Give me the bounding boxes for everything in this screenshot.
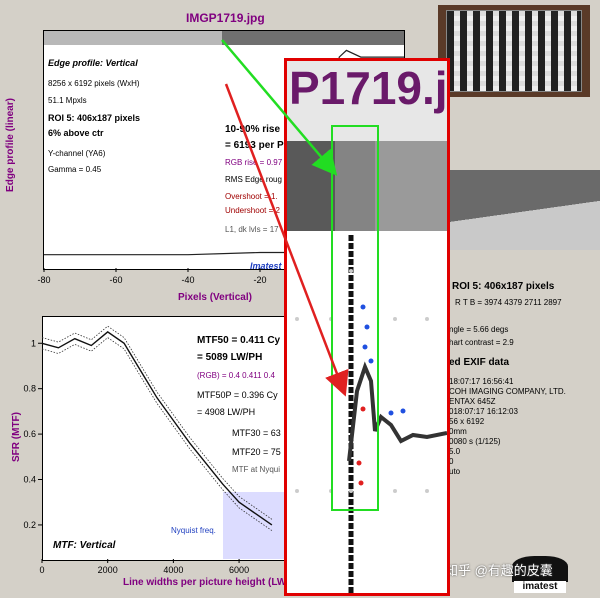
mtf-x-tick-label: 4000 [163, 565, 183, 575]
edge-pixels: 8256 x 6192 pixels (WxH) [48, 79, 140, 88]
edge-gamma: Gamma = 0.45 [48, 165, 102, 174]
exif-line: uto [449, 467, 461, 476]
zoom-profile-line [347, 361, 447, 462]
nyquist-region [223, 492, 285, 559]
edge-grey-strip [44, 31, 222, 45]
zoom-title-area [287, 61, 447, 141]
red-arrow [224, 83, 349, 397]
edge-x-tick-label: -80 [37, 275, 50, 285]
chart-thumbnail [438, 5, 590, 97]
right-roi: ROI 5: 406x187 pixels [452, 281, 555, 292]
mtf-y-tick-label: 0.4 [23, 475, 36, 485]
exif-line: 18:07:17 16:56:41 [449, 377, 514, 386]
mtf-x-tick-label: 0 [39, 565, 44, 575]
edge-rgb-rise: RGB rise = 0.97 [225, 158, 283, 167]
mtf-nyquist-label: Nyquist freq. [171, 526, 216, 535]
edge-x-tick-label: -40 [181, 275, 194, 285]
mtf-x-tick-label: 6000 [229, 565, 249, 575]
mtf-x-tick-label: 2000 [98, 565, 118, 575]
exif-line: COH IMAGING COMPANY, LTD. [449, 387, 566, 396]
zoom-profile [295, 235, 447, 593]
mtf-y-tick-label: 1 [31, 338, 36, 348]
mtf-lwph: = 5089 LW/PH [197, 352, 263, 363]
zoom-box: P1719.j [284, 58, 450, 596]
zoom-blue-dots [360, 304, 406, 416]
edge-rise1: 10-90% rise [225, 124, 281, 135]
mtf-upper-bound [41, 325, 273, 520]
mtf-y-tick-label: 0.2 [23, 520, 36, 530]
edge-undershoot: Undershoot = 2 [225, 206, 280, 215]
chart-target [446, 10, 582, 92]
edge-roi: ROI 5: 406x187 pixels [48, 113, 141, 123]
mtf-xlabel: Line widths per picture height (LW/PH) [123, 577, 307, 588]
zoom-title-text: P1719.j [289, 62, 448, 114]
mtf-mtf50: MTF50 = 0.411 Cy [197, 335, 281, 346]
edge-levels: L1, dk lvls = 17 [225, 225, 279, 234]
right-contrast: hart contrast = 2.9 [449, 338, 514, 347]
edge-rms: RMS Edge roug [225, 175, 282, 184]
mtf-mtf20: MTF20 = 75 [232, 447, 281, 457]
roi-image [440, 170, 600, 250]
watermark: 知乎 @有趣的皮囊 [445, 563, 553, 578]
exif-line: 5.0 [449, 447, 461, 456]
logo-graphic [512, 556, 568, 582]
mtf-y-tick-label: 0.8 [23, 384, 36, 394]
edge-mpxls: 51.1 Mpxls [48, 96, 87, 105]
mtf-rgb: (RGB) = 0.4 0.411 0.4 [197, 371, 275, 380]
mtf-y-tick-label: 0.6 [23, 429, 36, 439]
exif-line: 0080 s (1/125) [449, 437, 501, 446]
exif-line: 0mm [449, 427, 467, 436]
mtf-y-axis: 0.2 0.4 0.6 0.8 1 [23, 338, 42, 530]
edge-overshoot: Overshoot = 1. [225, 192, 278, 201]
edge-dark-strip [222, 31, 404, 45]
edge-xlabel: Pixels (Vertical) [178, 292, 252, 303]
mtf-lwph2: = 4908 LW/PH [197, 407, 256, 417]
mtf-heading: MTF: Vertical [53, 540, 116, 551]
mtf-mtf30: MTF30 = 63 [232, 428, 281, 438]
mtf-mtf50p: MTF50P = 0.396 Cy [197, 390, 278, 400]
edge-ctr: 6% above ctr [48, 128, 104, 138]
logo-wordmark: imatest [514, 581, 566, 593]
mtf-lower-bound [41, 337, 273, 531]
green-arrow [221, 39, 338, 176]
exif-line: 56 x 6192 [449, 417, 485, 426]
zoom-green-box [331, 125, 379, 511]
exif-list: 18:07:17 16:56:41 COH IMAGING COMPANY, L… [449, 377, 566, 477]
edge-channel: Y-channel (YA6) [48, 149, 106, 158]
exif-line: ENTAX 645Z [449, 397, 496, 406]
edge-x-tick-label: -20 [253, 275, 266, 285]
mtf-nyquist-value: MTF at Nyqui [232, 465, 281, 474]
imatest-logo: imatest [508, 556, 572, 594]
mtf-line [41, 331, 273, 526]
exif-title: ed EXIF data [449, 357, 510, 368]
exif-line: 018:07:17 16:12:03 [449, 407, 518, 416]
image-title: IMGP1719.jpg [186, 11, 265, 25]
edge-x-tick-label: -60 [109, 275, 122, 285]
edge-rise2: = 6193 per P [225, 140, 284, 151]
right-angle: ngle = 5.66 degs [449, 325, 509, 334]
edge-brand: Imatest [250, 261, 282, 271]
zoom-red-dots [356, 406, 366, 486]
right-lrtb: R T B = 3974 4379 2711 2897 [455, 298, 562, 307]
edge-heading: Edge profile: Vertical [48, 58, 138, 68]
exif-line: 0 [449, 457, 454, 466]
